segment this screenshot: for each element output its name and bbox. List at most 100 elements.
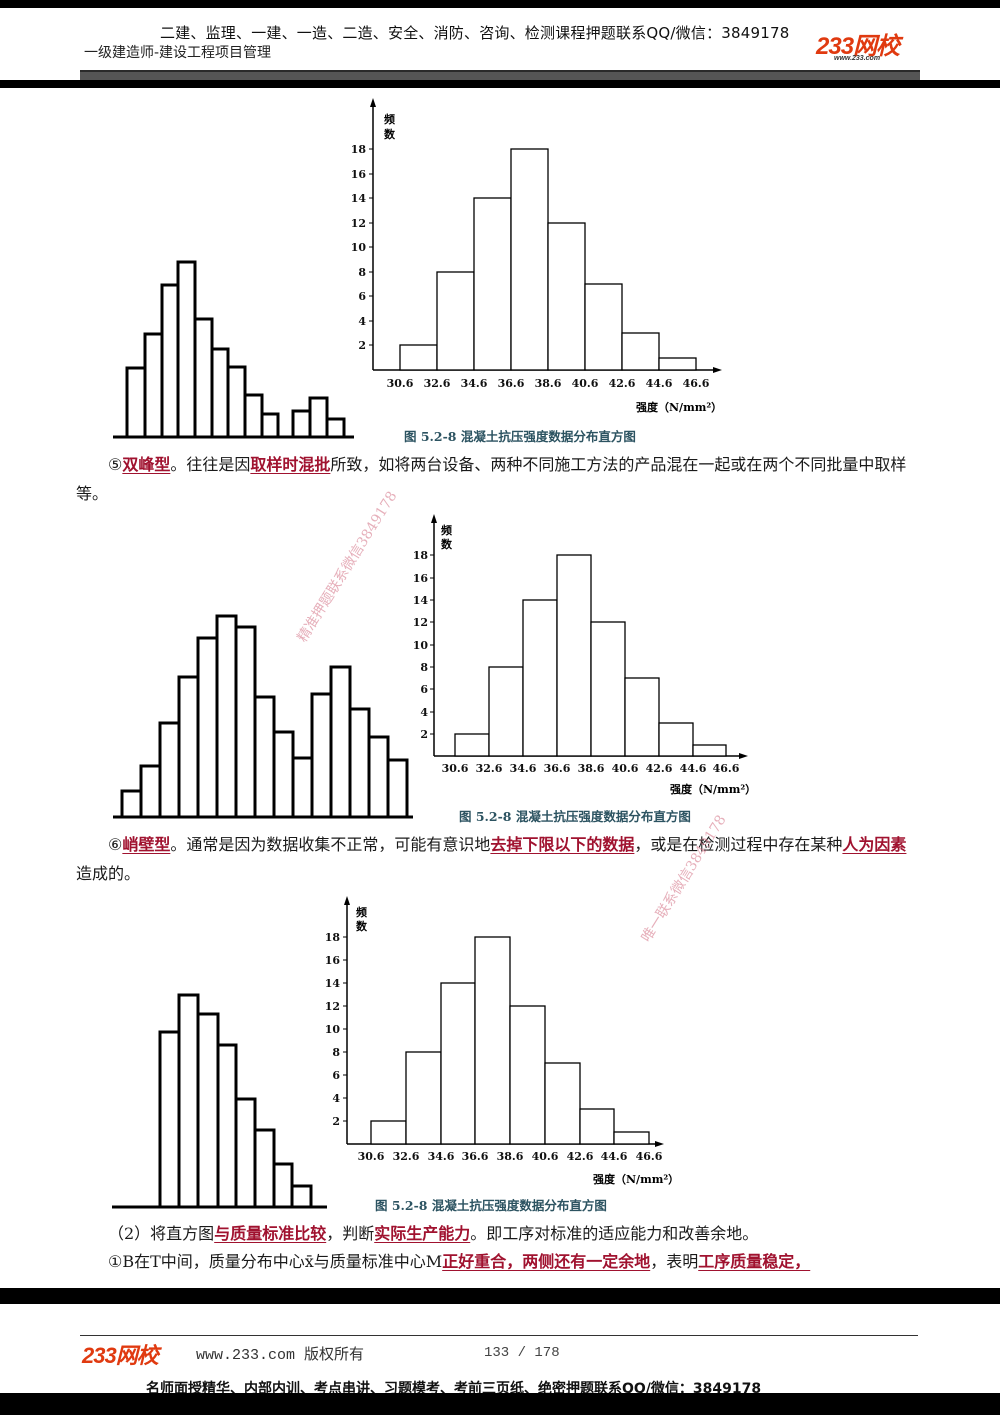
schematic-histogram-2 xyxy=(113,614,413,819)
list-marker: ⑤ xyxy=(108,455,123,474)
svg-text:14: 14 xyxy=(413,594,429,607)
highlight-stable-quality: 工序质量稳定， xyxy=(698,1252,811,1271)
svg-text:强度（N/mm²）: 强度（N/mm²） xyxy=(636,400,722,414)
footer-site-text: www.233.com 版权所有 xyxy=(196,1347,365,1364)
schematic-histogram-1 xyxy=(113,260,354,439)
paragraph-b-in-t: ①B在T中间，质量分布中心x̄与质量标准中心M正好重合，两侧还有一定余地，表明工… xyxy=(76,1247,921,1276)
svg-text:数: 数 xyxy=(356,919,368,933)
svg-text:16: 16 xyxy=(351,168,367,181)
list-marker: ⑥ xyxy=(108,835,123,854)
svg-text:36.6: 36.6 xyxy=(498,377,525,390)
schematic-histogram-3 xyxy=(112,993,327,1209)
figure-caption-3: 图 5.2-8 混凝土抗压强度数据分布直方图 xyxy=(375,1198,607,1213)
highlight-remove-low-data: 去掉下限以下的数据 xyxy=(490,835,635,854)
svg-text:8: 8 xyxy=(358,266,366,279)
svg-text:46.6: 46.6 xyxy=(713,762,740,775)
svg-text:14: 14 xyxy=(351,192,367,205)
text-span: ①B在T中间，质量分布中心x̄与质量标准中心M xyxy=(108,1252,443,1271)
header-rule xyxy=(80,70,920,80)
svg-text:30.6: 30.6 xyxy=(442,762,469,775)
text-span: 造成的。 xyxy=(76,864,141,883)
term-bimodal: 双峰型 xyxy=(122,455,171,474)
svg-text:14: 14 xyxy=(325,977,341,990)
highlight-human-factors: 人为因素 xyxy=(842,835,907,854)
svg-text:数: 数 xyxy=(384,127,396,141)
text-span: ，表明 xyxy=(650,1252,699,1271)
svg-text:36.6: 36.6 xyxy=(544,762,571,775)
svg-text:12: 12 xyxy=(413,616,428,629)
svg-text:34.6: 34.6 xyxy=(461,377,488,390)
svg-text:30.6: 30.6 xyxy=(358,1150,385,1163)
svg-text:10: 10 xyxy=(325,1023,341,1036)
svg-text:42.6: 42.6 xyxy=(646,762,673,775)
term-cliff: 峭壁型 xyxy=(122,835,171,854)
text-span: 所致，如将两台设备、两种不同施工方法的产品混在一起或在两个不同批量中取样等。 xyxy=(76,455,907,503)
svg-text:18: 18 xyxy=(325,931,341,944)
highlight-coincide: 正好重合，两侧还有一定余地 xyxy=(442,1252,651,1271)
svg-text:6: 6 xyxy=(358,290,366,303)
svg-text:6: 6 xyxy=(332,1069,340,1082)
text-span: 。即工序对标准的适应能力和改善余地。 xyxy=(470,1224,759,1243)
svg-text:32.6: 32.6 xyxy=(476,762,503,775)
svg-text:44.6: 44.6 xyxy=(680,762,707,775)
header-logo-url: www.233.com xyxy=(834,55,881,62)
header-logo: 233网校 xyxy=(816,33,900,60)
highlight-mixed-sampling: 取样时混批 xyxy=(250,455,331,474)
histogram-chart-3: 2 4 6 8 10 12 14 16 18 频 数 30.6 32.6 34.6 … xyxy=(325,896,679,1186)
text-span: 。往往是因 xyxy=(170,455,251,474)
svg-text:40.6: 40.6 xyxy=(612,762,639,775)
header-doc-title: 一级建造师-建设工程项目管理 xyxy=(84,45,272,61)
highlight-production-capacity: 实际生产能力 xyxy=(374,1224,471,1243)
paragraph-compare-standard: （2）将直方图与质量标准比较，判断实际生产能力。即工序对标准的适应能力和改善余地… xyxy=(76,1219,921,1248)
svg-text:2: 2 xyxy=(420,728,428,741)
svg-text:34.6: 34.6 xyxy=(428,1150,455,1163)
svg-text:46.6: 46.6 xyxy=(636,1150,663,1163)
svg-text:18: 18 xyxy=(413,549,429,562)
paragraph-cliff: ⑥峭壁型。通常是因为数据收集不正常，可能有意识地去掉下限以下的数据，或是在检测过… xyxy=(76,830,921,888)
svg-text:42.6: 42.6 xyxy=(609,377,636,390)
footer-rule xyxy=(80,1335,918,1336)
svg-text:8: 8 xyxy=(420,661,428,674)
svg-text:30.6: 30.6 xyxy=(387,377,414,390)
svg-text:42.6: 42.6 xyxy=(567,1150,594,1163)
page-indicator: 133 / 178 xyxy=(484,1345,560,1361)
svg-text:12: 12 xyxy=(325,1000,340,1013)
svg-text:34.6: 34.6 xyxy=(510,762,537,775)
histogram-chart-1: 2 4 6 8 10 12 14 16 18 频 数 30.6 32.6 34.6 … xyxy=(351,98,722,414)
header-black-band xyxy=(0,80,1000,88)
svg-text:16: 16 xyxy=(325,954,341,967)
figure-caption-2: 图 5.2-8 混凝土抗压强度数据分布直方图 xyxy=(459,809,691,824)
svg-text:强度（N/mm²）: 强度（N/mm²） xyxy=(670,782,756,796)
svg-text:4: 4 xyxy=(358,315,366,328)
figure-caption-1: 图 5.2-8 混凝土抗压强度数据分布直方图 xyxy=(404,429,636,444)
svg-text:40.6: 40.6 xyxy=(532,1150,559,1163)
paragraph-bimodal: ⑤双峰型。往往是因取样时混批所致，如将两台设备、两种不同施工方法的产品混在一起或… xyxy=(76,450,921,508)
highlight-compare-standard: 与质量标准比较 xyxy=(214,1224,327,1243)
svg-text:频: 频 xyxy=(441,523,452,537)
svg-text:18: 18 xyxy=(351,143,367,156)
svg-text:32.6: 32.6 xyxy=(393,1150,420,1163)
svg-text:38.6: 38.6 xyxy=(578,762,605,775)
svg-text:10: 10 xyxy=(351,241,367,254)
svg-text:46.6: 46.6 xyxy=(683,377,710,390)
svg-text:10: 10 xyxy=(413,639,429,652)
svg-text:38.6: 38.6 xyxy=(535,377,562,390)
svg-text:强度（N/mm²）: 强度（N/mm²） xyxy=(593,1172,679,1186)
svg-text:40.6: 40.6 xyxy=(572,377,599,390)
svg-text:32.6: 32.6 xyxy=(424,377,451,390)
svg-text:数: 数 xyxy=(441,537,453,551)
svg-text:44.6: 44.6 xyxy=(601,1150,628,1163)
svg-text:2: 2 xyxy=(358,339,366,352)
top-black-band xyxy=(0,0,1000,8)
svg-text:频: 频 xyxy=(356,905,367,919)
text-span: ，判断 xyxy=(326,1224,375,1243)
svg-text:12: 12 xyxy=(351,217,366,230)
bottom-black-band xyxy=(0,1393,1000,1415)
svg-text:2: 2 xyxy=(332,1115,340,1128)
histogram-chart-2: 2 4 6 8 10 12 14 16 18 频 数 30.6 32.6 34.6 … xyxy=(413,514,756,796)
text-span: 。通常是因为数据收集不正常，可能有意识地 xyxy=(170,835,491,854)
svg-text:频: 频 xyxy=(384,112,395,126)
svg-text:4: 4 xyxy=(332,1092,340,1105)
svg-text:36.6: 36.6 xyxy=(462,1150,489,1163)
